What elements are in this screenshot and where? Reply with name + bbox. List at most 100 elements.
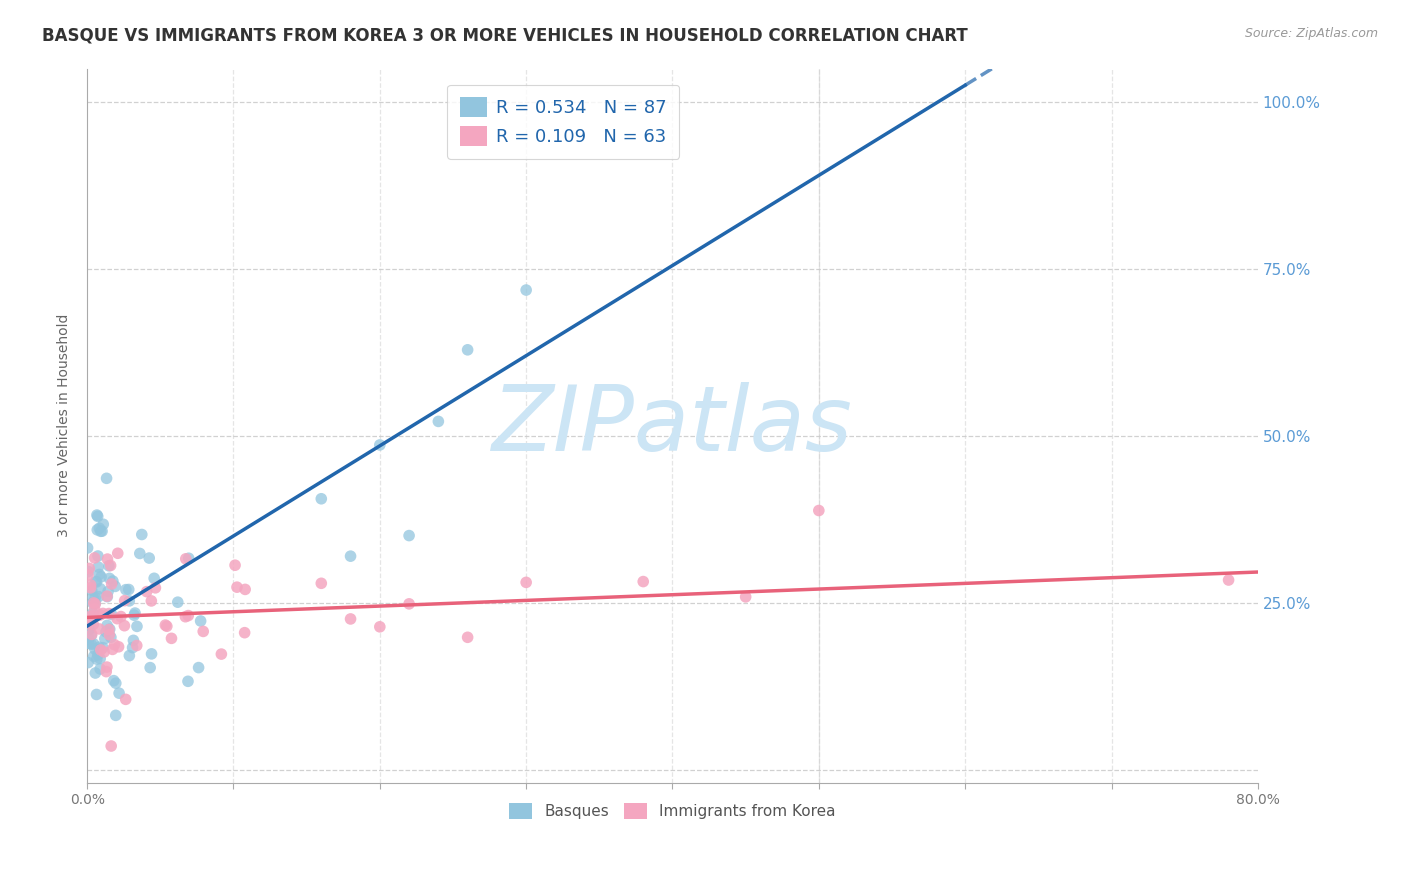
Point [177,551,200,566]
Point [187,660,209,674]
Point [122,633,145,648]
Point [79,609,101,624]
Point [131,527,153,541]
Point [368,620,391,634]
Point [83,602,105,616]
Point [80,627,103,641]
Point [100,630,122,644]
Point [101,574,124,588]
Point [90,524,112,539]
Point [515,283,537,297]
Point [97,607,120,621]
Point [96,660,118,674]
Point [82,591,104,605]
Point [83,649,105,664]
Point [87,648,110,662]
Point [82,596,104,610]
Point [79,622,101,636]
Point [807,503,830,517]
Point [83,596,105,610]
Point [87,640,110,655]
Point [100,577,122,591]
Point [100,607,122,622]
Point [96,589,118,603]
Point [97,623,120,637]
Point [79,578,101,592]
Point [96,471,118,485]
Point [457,630,479,644]
Legend: Basques, Immigrants from Korea: Basques, Immigrants from Korea [503,797,842,825]
Point [457,343,479,357]
Point [233,625,256,640]
Point [89,622,111,636]
Point [97,584,120,599]
Point [190,614,212,628]
Point [104,708,127,723]
Point [177,674,200,689]
Point [141,647,163,661]
Point [91,607,114,621]
Point [86,574,108,589]
Point [83,637,105,651]
Point [89,582,111,596]
Point [77,616,100,631]
Point [83,642,105,657]
Point [125,639,148,653]
Point [79,581,101,595]
Point [115,582,138,597]
Point [339,549,361,564]
Point [209,647,232,661]
Point [98,571,121,585]
Point [91,517,114,532]
Point [121,640,143,655]
Point [86,688,108,702]
Point [112,618,135,632]
Point [174,609,197,624]
Point [107,546,129,560]
Point [91,524,114,538]
Point [98,622,121,636]
Point [128,546,150,560]
Point [82,606,104,620]
Point [96,618,118,632]
Point [87,549,110,563]
Point [76,541,98,555]
Point [114,593,136,607]
Point [118,582,141,597]
Point [84,591,107,605]
Point [77,561,100,575]
Point [124,606,146,620]
Point [104,676,127,690]
Point [311,491,333,506]
Point [90,570,112,584]
Point [734,590,756,604]
Point [224,558,246,573]
Point [100,739,122,753]
Point [174,551,197,566]
Point [193,624,215,639]
Point [86,652,108,666]
Point [114,692,136,706]
Point [398,528,420,542]
Point [82,617,104,632]
Text: BASQUE VS IMMIGRANTS FROM KOREA 3 OR MORE VEHICLES IN HOUSEHOLD CORRELATION CHAR: BASQUE VS IMMIGRANTS FROM KOREA 3 OR MOR… [42,27,967,45]
Point [160,632,183,646]
Point [177,608,200,623]
Y-axis label: 3 or more Vehicles in Household: 3 or more Vehicles in Household [58,314,72,538]
Point [110,609,132,624]
Point [77,623,100,637]
Point [77,636,100,650]
Point [155,618,177,632]
Point [226,580,249,594]
Point [1218,573,1240,587]
Point [122,608,145,623]
Point [118,594,141,608]
Point [89,662,111,676]
Point [135,584,157,599]
Point [98,628,121,642]
Point [398,597,420,611]
Point [80,583,103,598]
Point [97,558,120,573]
Point [104,579,127,593]
Point [80,637,103,651]
